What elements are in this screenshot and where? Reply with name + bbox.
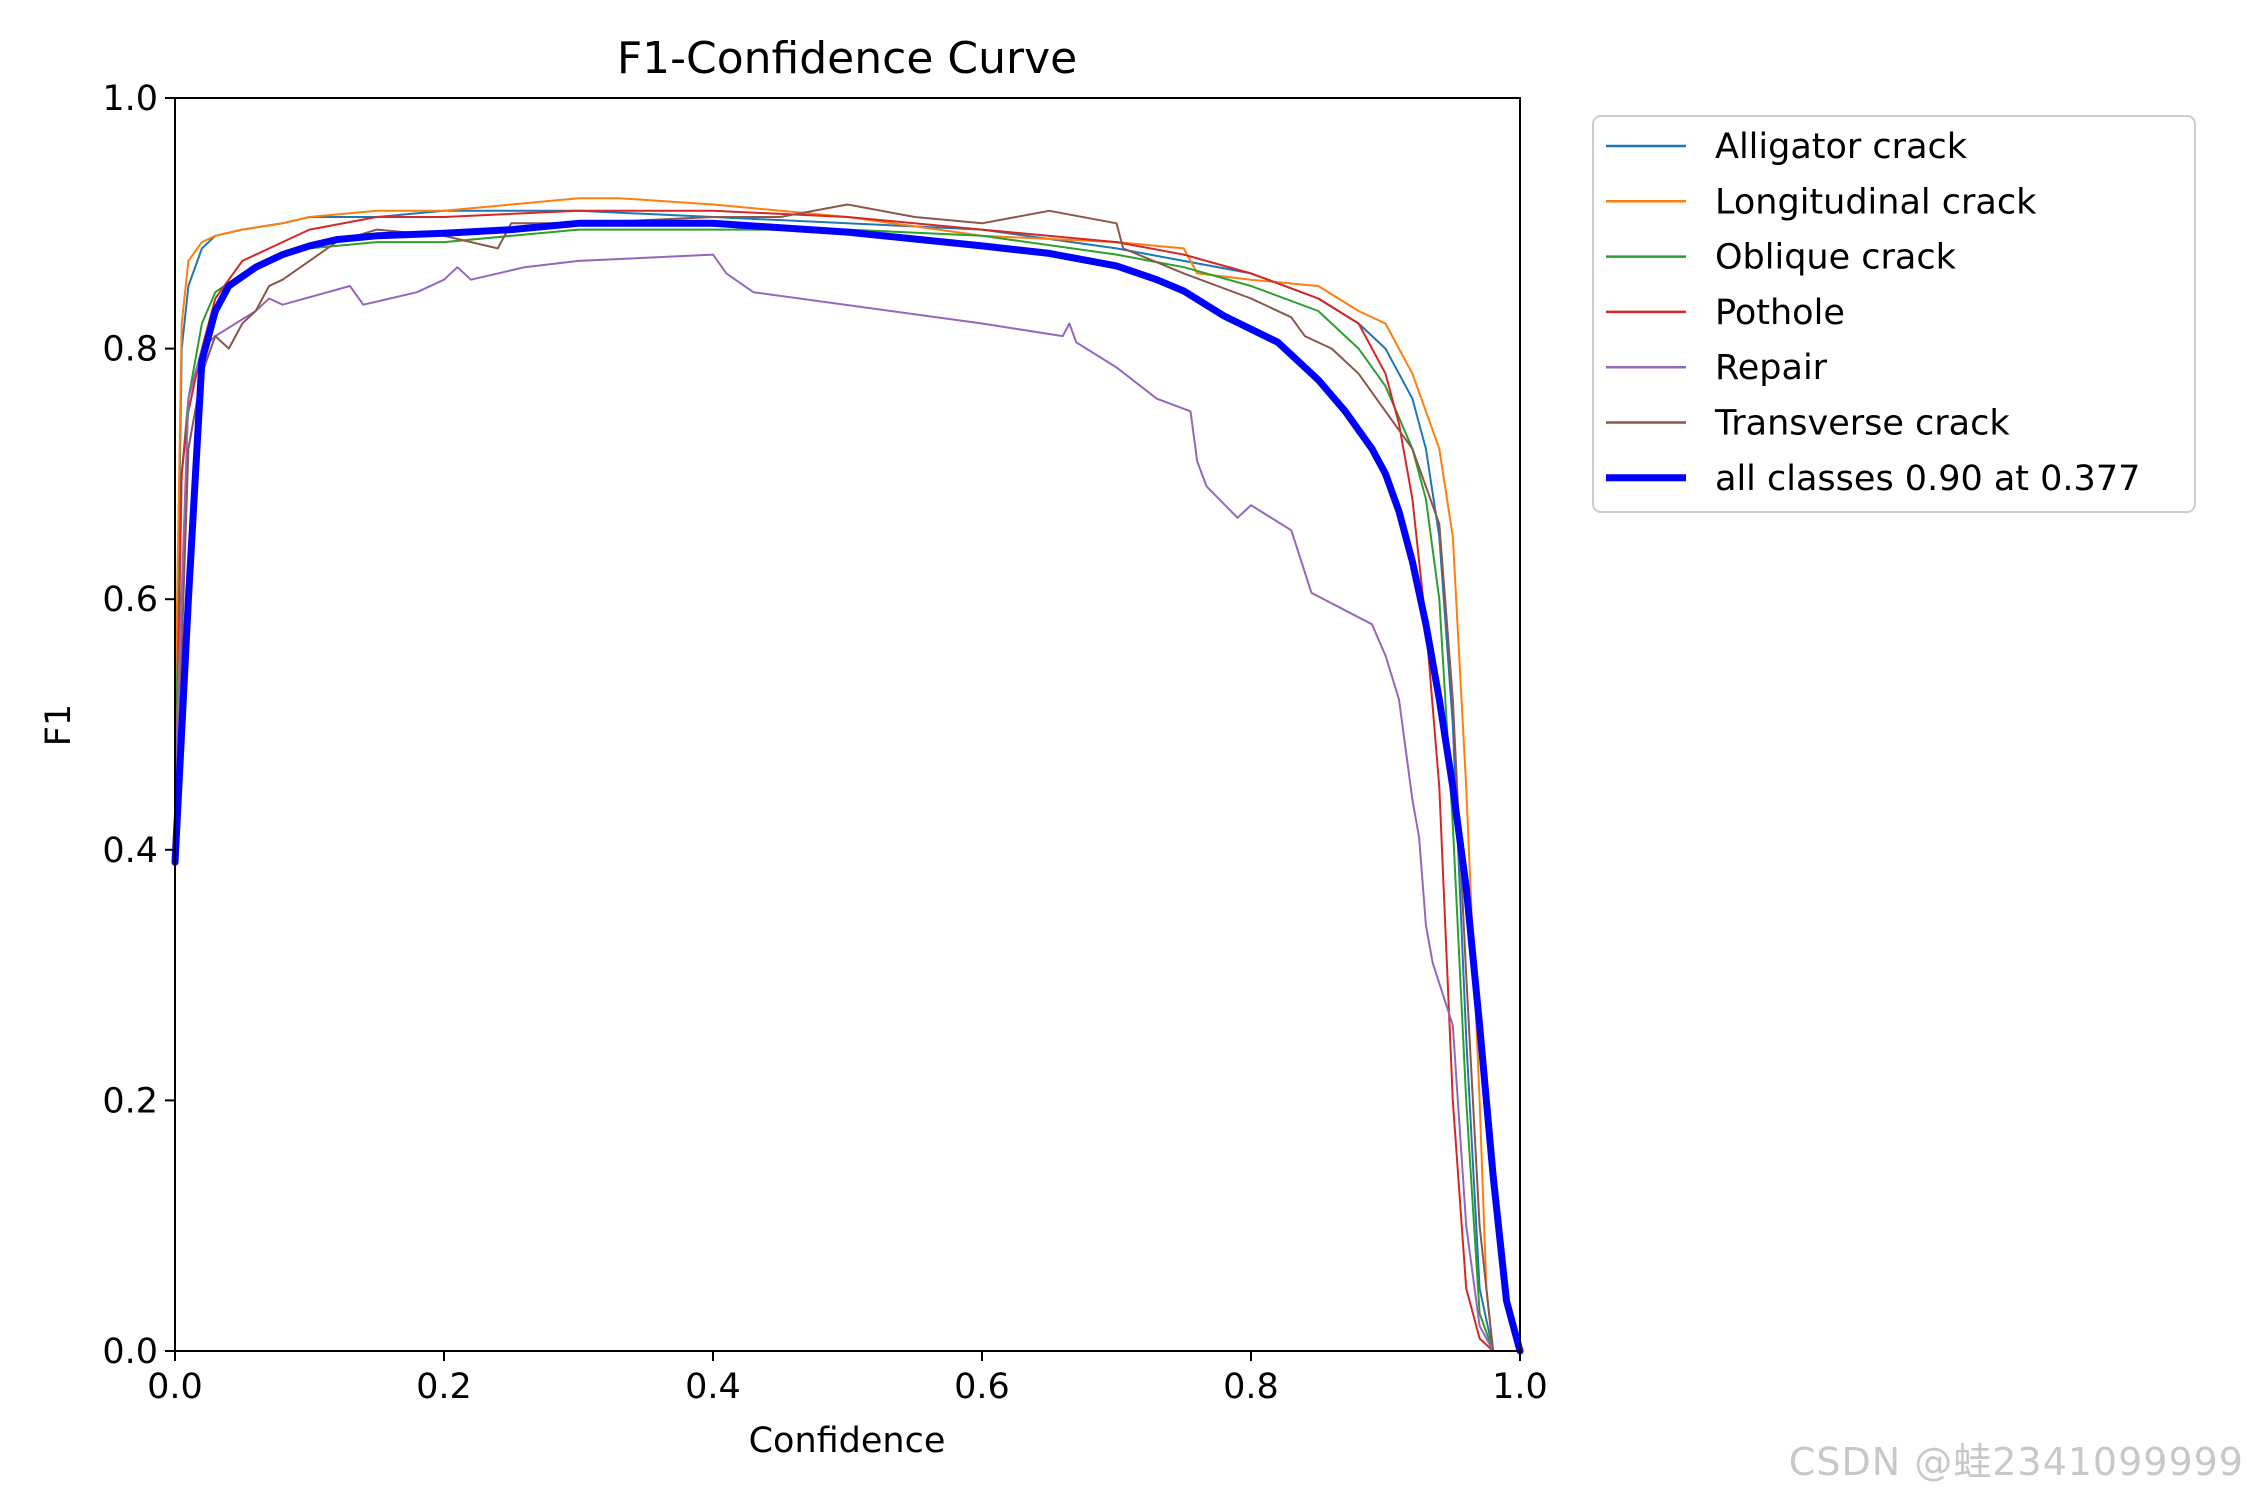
legend-label-2: Longitudinal crack xyxy=(1715,182,2037,222)
series-line-5 xyxy=(174,253,1495,1352)
y-tick-label: 1.0 xyxy=(102,79,158,119)
legend-label-7: all classes 0.90 at 0.377 xyxy=(1715,459,2140,499)
legend-label-4: Pothole xyxy=(1715,293,1845,333)
chart-title: F1-Confidence Curve xyxy=(617,33,1077,84)
x-tick-label: 0.2 xyxy=(416,1367,472,1407)
x-tick-label: 1.0 xyxy=(1492,1367,1548,1407)
legend-label-5: Repair xyxy=(1715,348,1828,388)
plot-lines xyxy=(171,197,1524,1355)
y-tick-label: 0.6 xyxy=(102,580,158,620)
series-line-1 xyxy=(174,209,1508,1352)
legend: Alligator crack Longitudinal crack Oblique… xyxy=(1592,115,2196,513)
y-axis-ticks: 0.0 0.2 0.4 0.6 0.8 1.0 xyxy=(102,79,175,1372)
y-tick-label: 0.4 xyxy=(102,831,158,871)
y-axis-label: F1 xyxy=(39,704,79,746)
x-tick-label: 0.6 xyxy=(954,1367,1010,1407)
x-axis-ticks: 0.0 0.2 0.4 0.6 0.8 1.0 xyxy=(147,1351,1548,1407)
watermark-text: CSDN @蛙2341099999 xyxy=(1788,1440,2244,1484)
series-line-3 xyxy=(174,228,1495,1352)
series-line-2 xyxy=(174,197,1508,1352)
plot-frame xyxy=(174,97,1521,1352)
y-tick-label: 0.8 xyxy=(102,330,158,370)
x-tick-label: 0.8 xyxy=(1223,1367,1279,1407)
legend-label-6: Transverse crack xyxy=(1714,404,2010,444)
series-line-7 xyxy=(171,219,1524,1355)
y-tick-label: 0.2 xyxy=(102,1081,158,1121)
x-tick-label: 0.4 xyxy=(685,1367,741,1407)
legend-box xyxy=(1592,115,2196,513)
legend-label-1: Alligator crack xyxy=(1715,127,1968,167)
y-tick-label: 0.0 xyxy=(102,1332,158,1372)
x-tick-label: 0.0 xyxy=(147,1367,203,1407)
legend-label-3: Oblique crack xyxy=(1715,238,1957,278)
x-axis-label: Confidence xyxy=(749,1421,946,1461)
series-line-4 xyxy=(174,209,1495,1352)
series-line-6 xyxy=(174,203,1495,1352)
